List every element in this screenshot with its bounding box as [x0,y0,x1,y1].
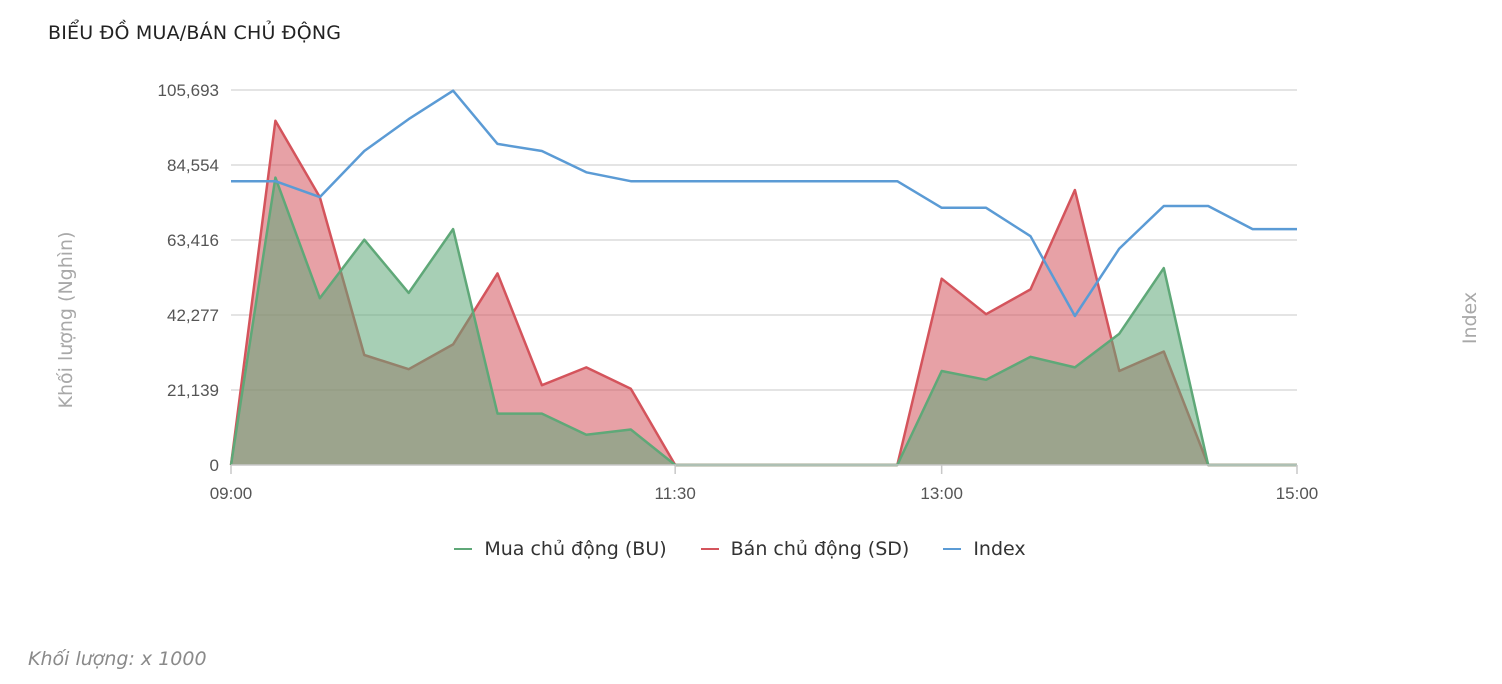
x-tick-label: 15:00 [1276,484,1319,503]
legend-label-sell: Bán chủ động (SD) [730,538,910,560]
legend-item-buy[interactable]: Mua chủ động (BU) [454,538,667,560]
x-tick-label: 09:00 [210,484,253,503]
footnote: Khối lượng: x 1000 [28,648,207,670]
y-tick-label: 84,554 [167,156,219,175]
y2-axis-label: Index [1459,292,1481,344]
y-tick-label: 105,693 [158,81,219,100]
axes: 105,693 84,554 63,416 42,277 21,139 0 09:00 11:… [158,81,1319,503]
legend-item-sell[interactable]: Bán chủ động (SD) [700,538,910,560]
legend-swatch-sell [700,548,719,550]
legend-label-buy: Mua chủ động (BU) [484,538,667,560]
buy-area [231,177,1297,465]
y-tick-label: 42,277 [167,306,219,325]
chart-legend: Mua chủ động (BU) Bán chủ động (SD) Inde… [0,538,1480,560]
legend-item-index[interactable]: Index [943,538,1026,560]
x-tick-label: 13:00 [920,484,963,503]
chart-title: BIỂU ĐỒ MUA/BÁN CHỦ ĐỘNG [48,22,342,44]
legend-swatch-buy [454,548,473,550]
y-tick-label: 63,416 [167,231,219,250]
legend-swatch-index [943,548,962,550]
y-tick-label: 0 [210,456,219,475]
buy-series[interactable] [229,176,1297,467]
legend-label-index: Index [973,538,1026,560]
x-tick-label: 11:30 [655,484,696,503]
index-series[interactable] [231,89,1297,318]
y-tick-label: 21,139 [167,381,219,400]
index-line [231,89,1297,318]
y-axis-label: Khối lượng (Nghìn) [55,232,77,409]
